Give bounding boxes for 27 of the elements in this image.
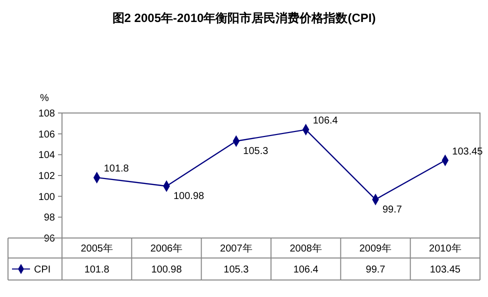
data-label: 99.7 [366,264,386,276]
annotation: 105.3 [243,146,269,158]
y-tick-label: 102 [38,171,56,182]
data-label: 105.3 [224,264,250,276]
y-tick-label: 100 [38,192,56,203]
data-label: 100.98 [151,264,182,276]
y-tick-label: 104 [38,150,56,162]
x-tick-label: 2009年 [359,242,392,254]
legend-label: CPI [34,264,51,276]
annotation: 99.7 [382,204,402,216]
y-tick-label: 106 [38,129,56,140]
x-tick-label: 2008年 [290,242,322,254]
y-tick-label: 98 [44,212,56,224]
x-tick-label: 2007年 [220,242,252,254]
data-label: 106.4 [293,264,319,276]
annotation: 106.4 [312,116,338,127]
data-label: 101.8 [84,264,110,276]
x-tick-label: 2006年 [150,242,183,254]
y-axis-title: % [40,93,49,104]
y-tick-label: 108 [38,108,56,120]
x-tick-label: 2010年 [429,242,462,254]
chart-title: 图2 2005年-2010年衡阳市居民消费价格指数(CPI) [112,11,376,25]
x-tick-label: 2005年 [80,242,113,254]
annotation: 100.98 [174,191,205,202]
annotation: 101.8 [104,164,130,175]
annotation: 103.45 [452,146,484,158]
data-label: 103.45 [430,264,461,276]
